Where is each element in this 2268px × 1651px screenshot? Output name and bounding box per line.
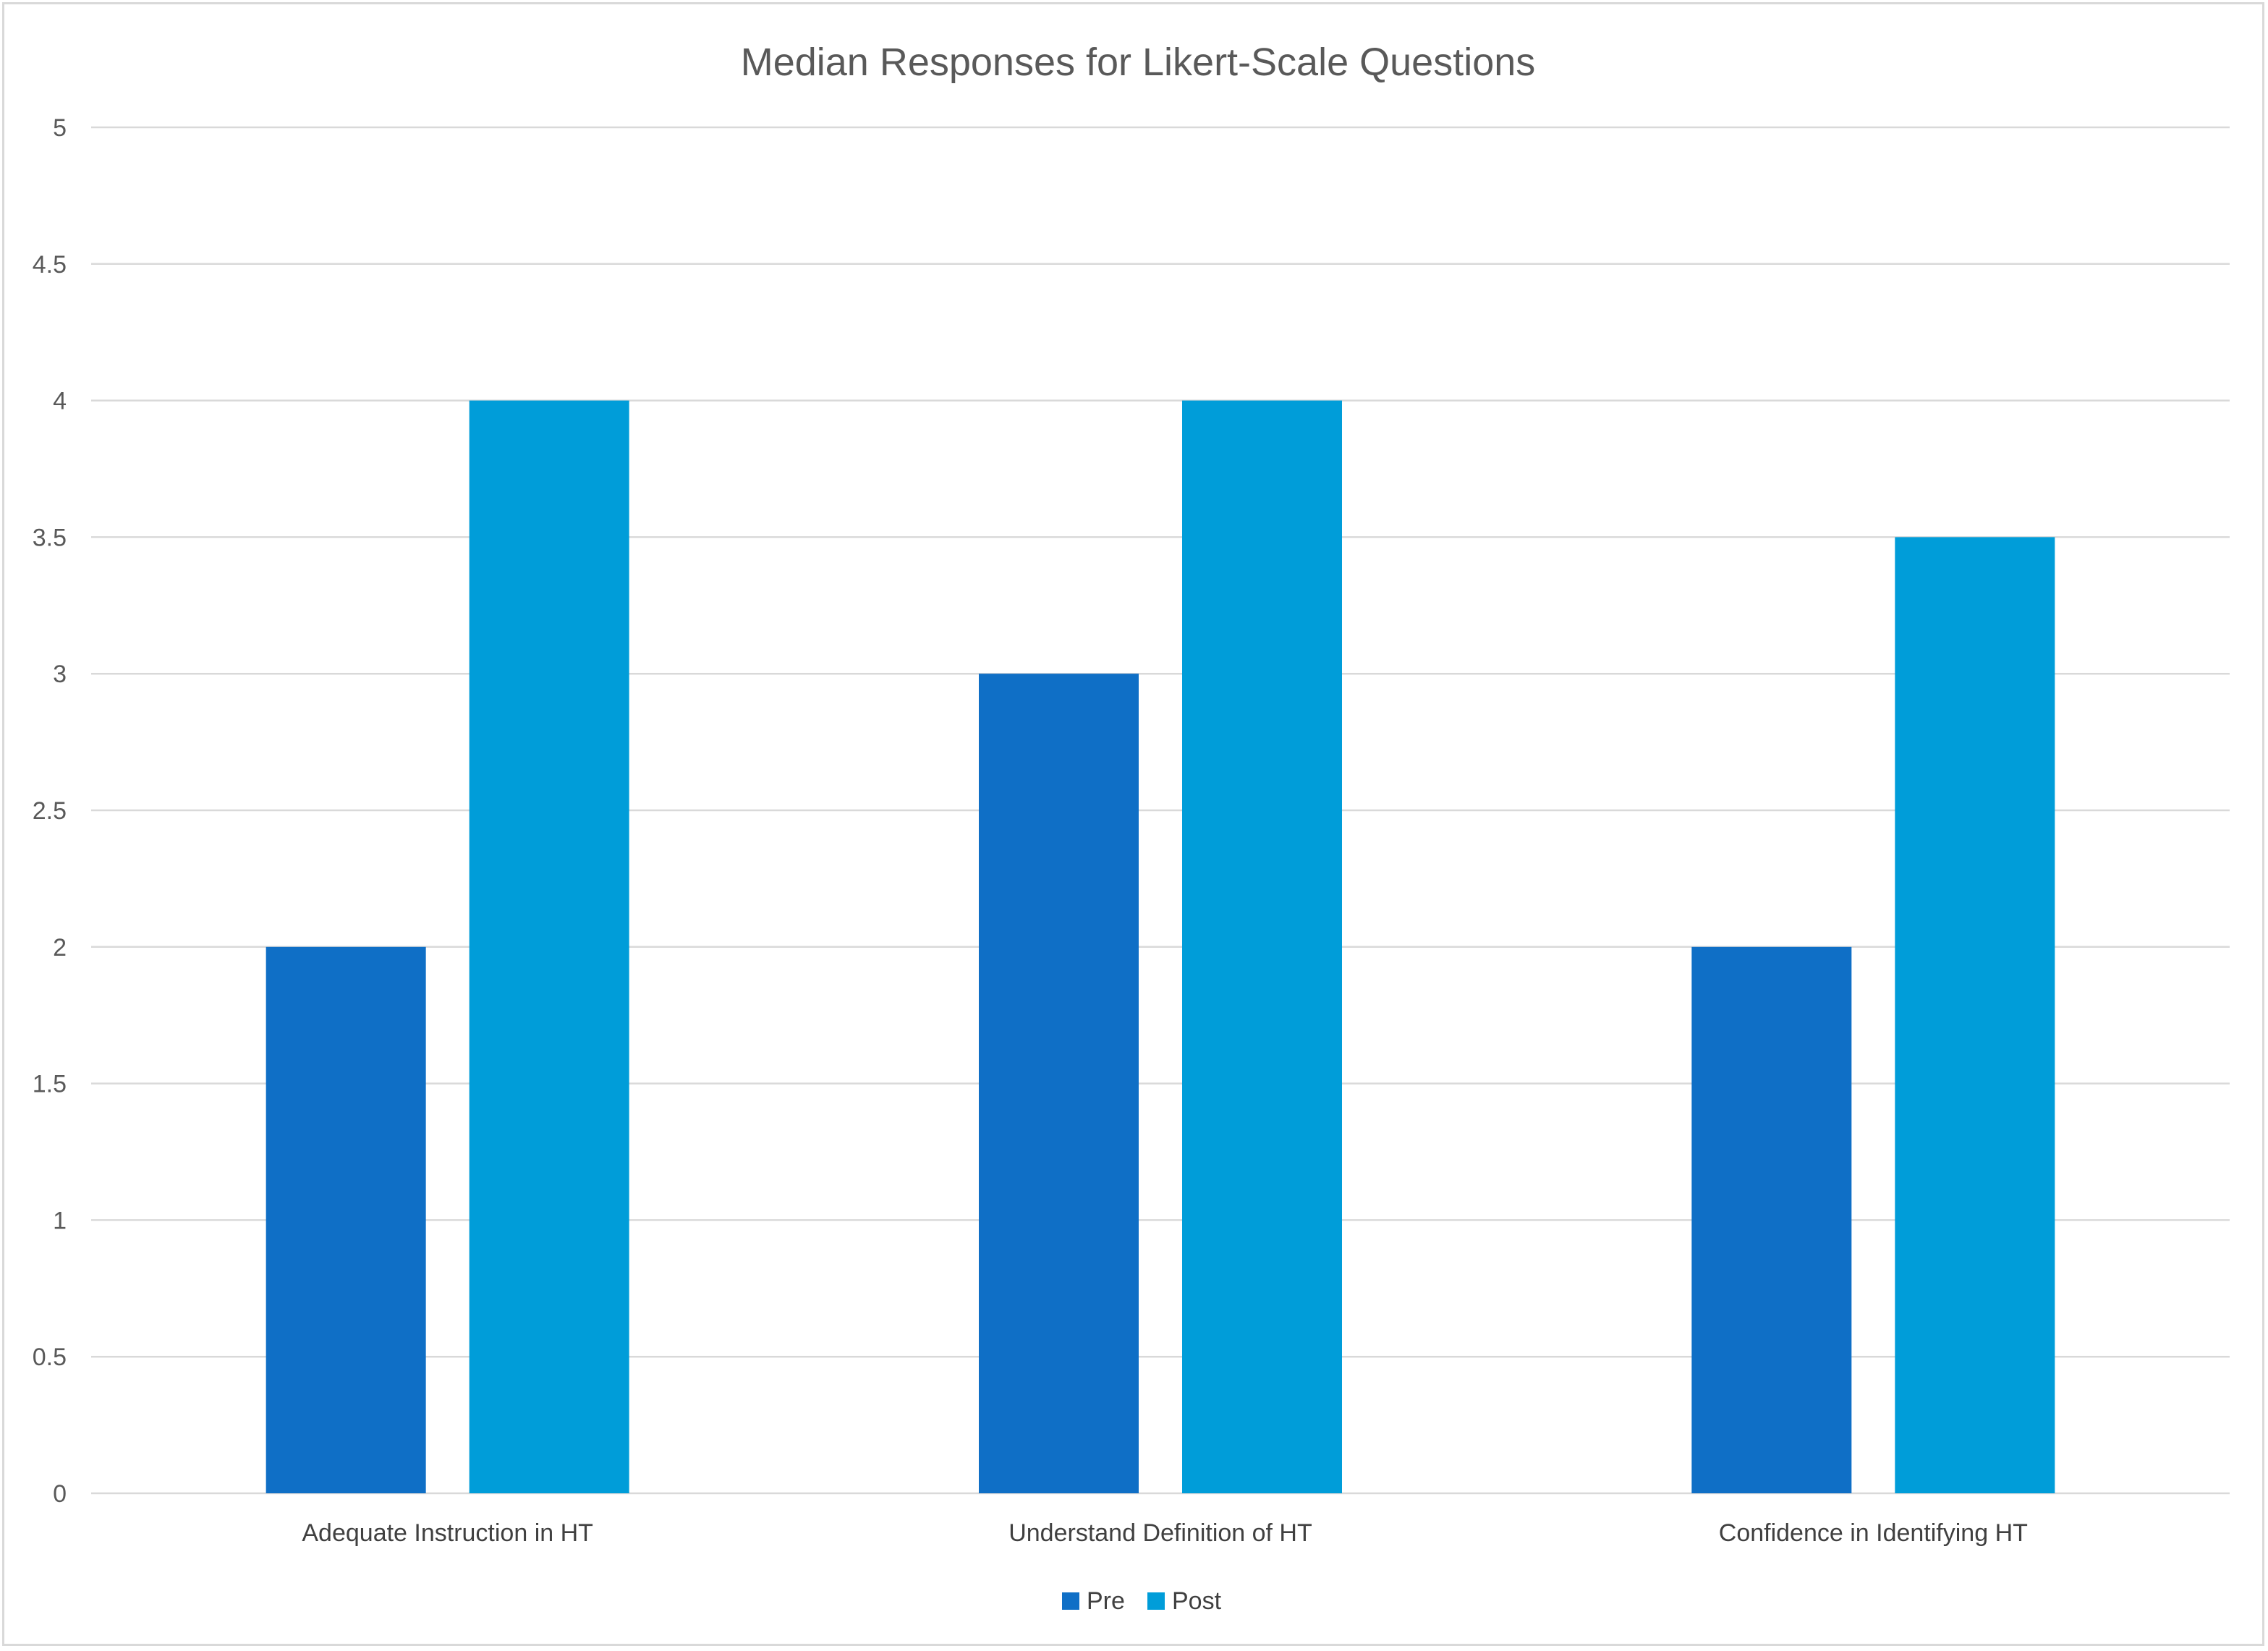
y-tick-label: 3 [53, 661, 67, 688]
x-axis-categories: Adequate Instruction in HT Understand Def… [302, 1519, 2028, 1547]
chart-title: Median Responses for Likert-Scale Questi… [741, 41, 1536, 84]
y-tick-label: 4.5 [33, 251, 67, 279]
y-tick-label: 0.5 [33, 1344, 67, 1371]
gridlines [91, 126, 2230, 1495]
bar-pre-0 [266, 946, 426, 1493]
legend-label-post: Post [1172, 1587, 1222, 1615]
bar-post-0 [469, 400, 629, 1493]
legend-swatch-post [1147, 1592, 1165, 1610]
y-axis-ticks: 0 0.5 1 1.5 2 2.5 3 3.5 4 4.5 5 [33, 114, 67, 1508]
y-tick-label: 2.5 [33, 797, 67, 825]
y-tick-label: 1 [53, 1207, 67, 1234]
y-tick-label: 3.5 [33, 524, 67, 551]
y-tick-label: 2 [53, 934, 67, 962]
y-tick-label: 4 [53, 388, 67, 415]
bars [266, 400, 2055, 1494]
legend: Pre Post [1062, 1587, 1222, 1615]
x-category-label: Confidence in Identifying HT [1719, 1519, 2028, 1547]
legend-swatch-pre [1062, 1592, 1079, 1610]
x-category-label: Understand Definition of HT [1008, 1519, 1312, 1547]
bar-chart: Median Responses for Likert-Scale Questi… [33, 41, 2230, 1615]
bar-post-1 [1182, 400, 1342, 1493]
y-tick-label: 0 [53, 1480, 67, 1508]
legend-label-pre: Pre [1087, 1587, 1125, 1615]
x-category-label: Adequate Instruction in HT [302, 1519, 593, 1547]
bar-pre-2 [1691, 946, 1852, 1493]
bar-post-2 [1895, 537, 2055, 1493]
y-tick-label: 5 [53, 114, 67, 142]
y-tick-label: 1.5 [33, 1071, 67, 1098]
bar-pre-1 [979, 674, 1139, 1494]
